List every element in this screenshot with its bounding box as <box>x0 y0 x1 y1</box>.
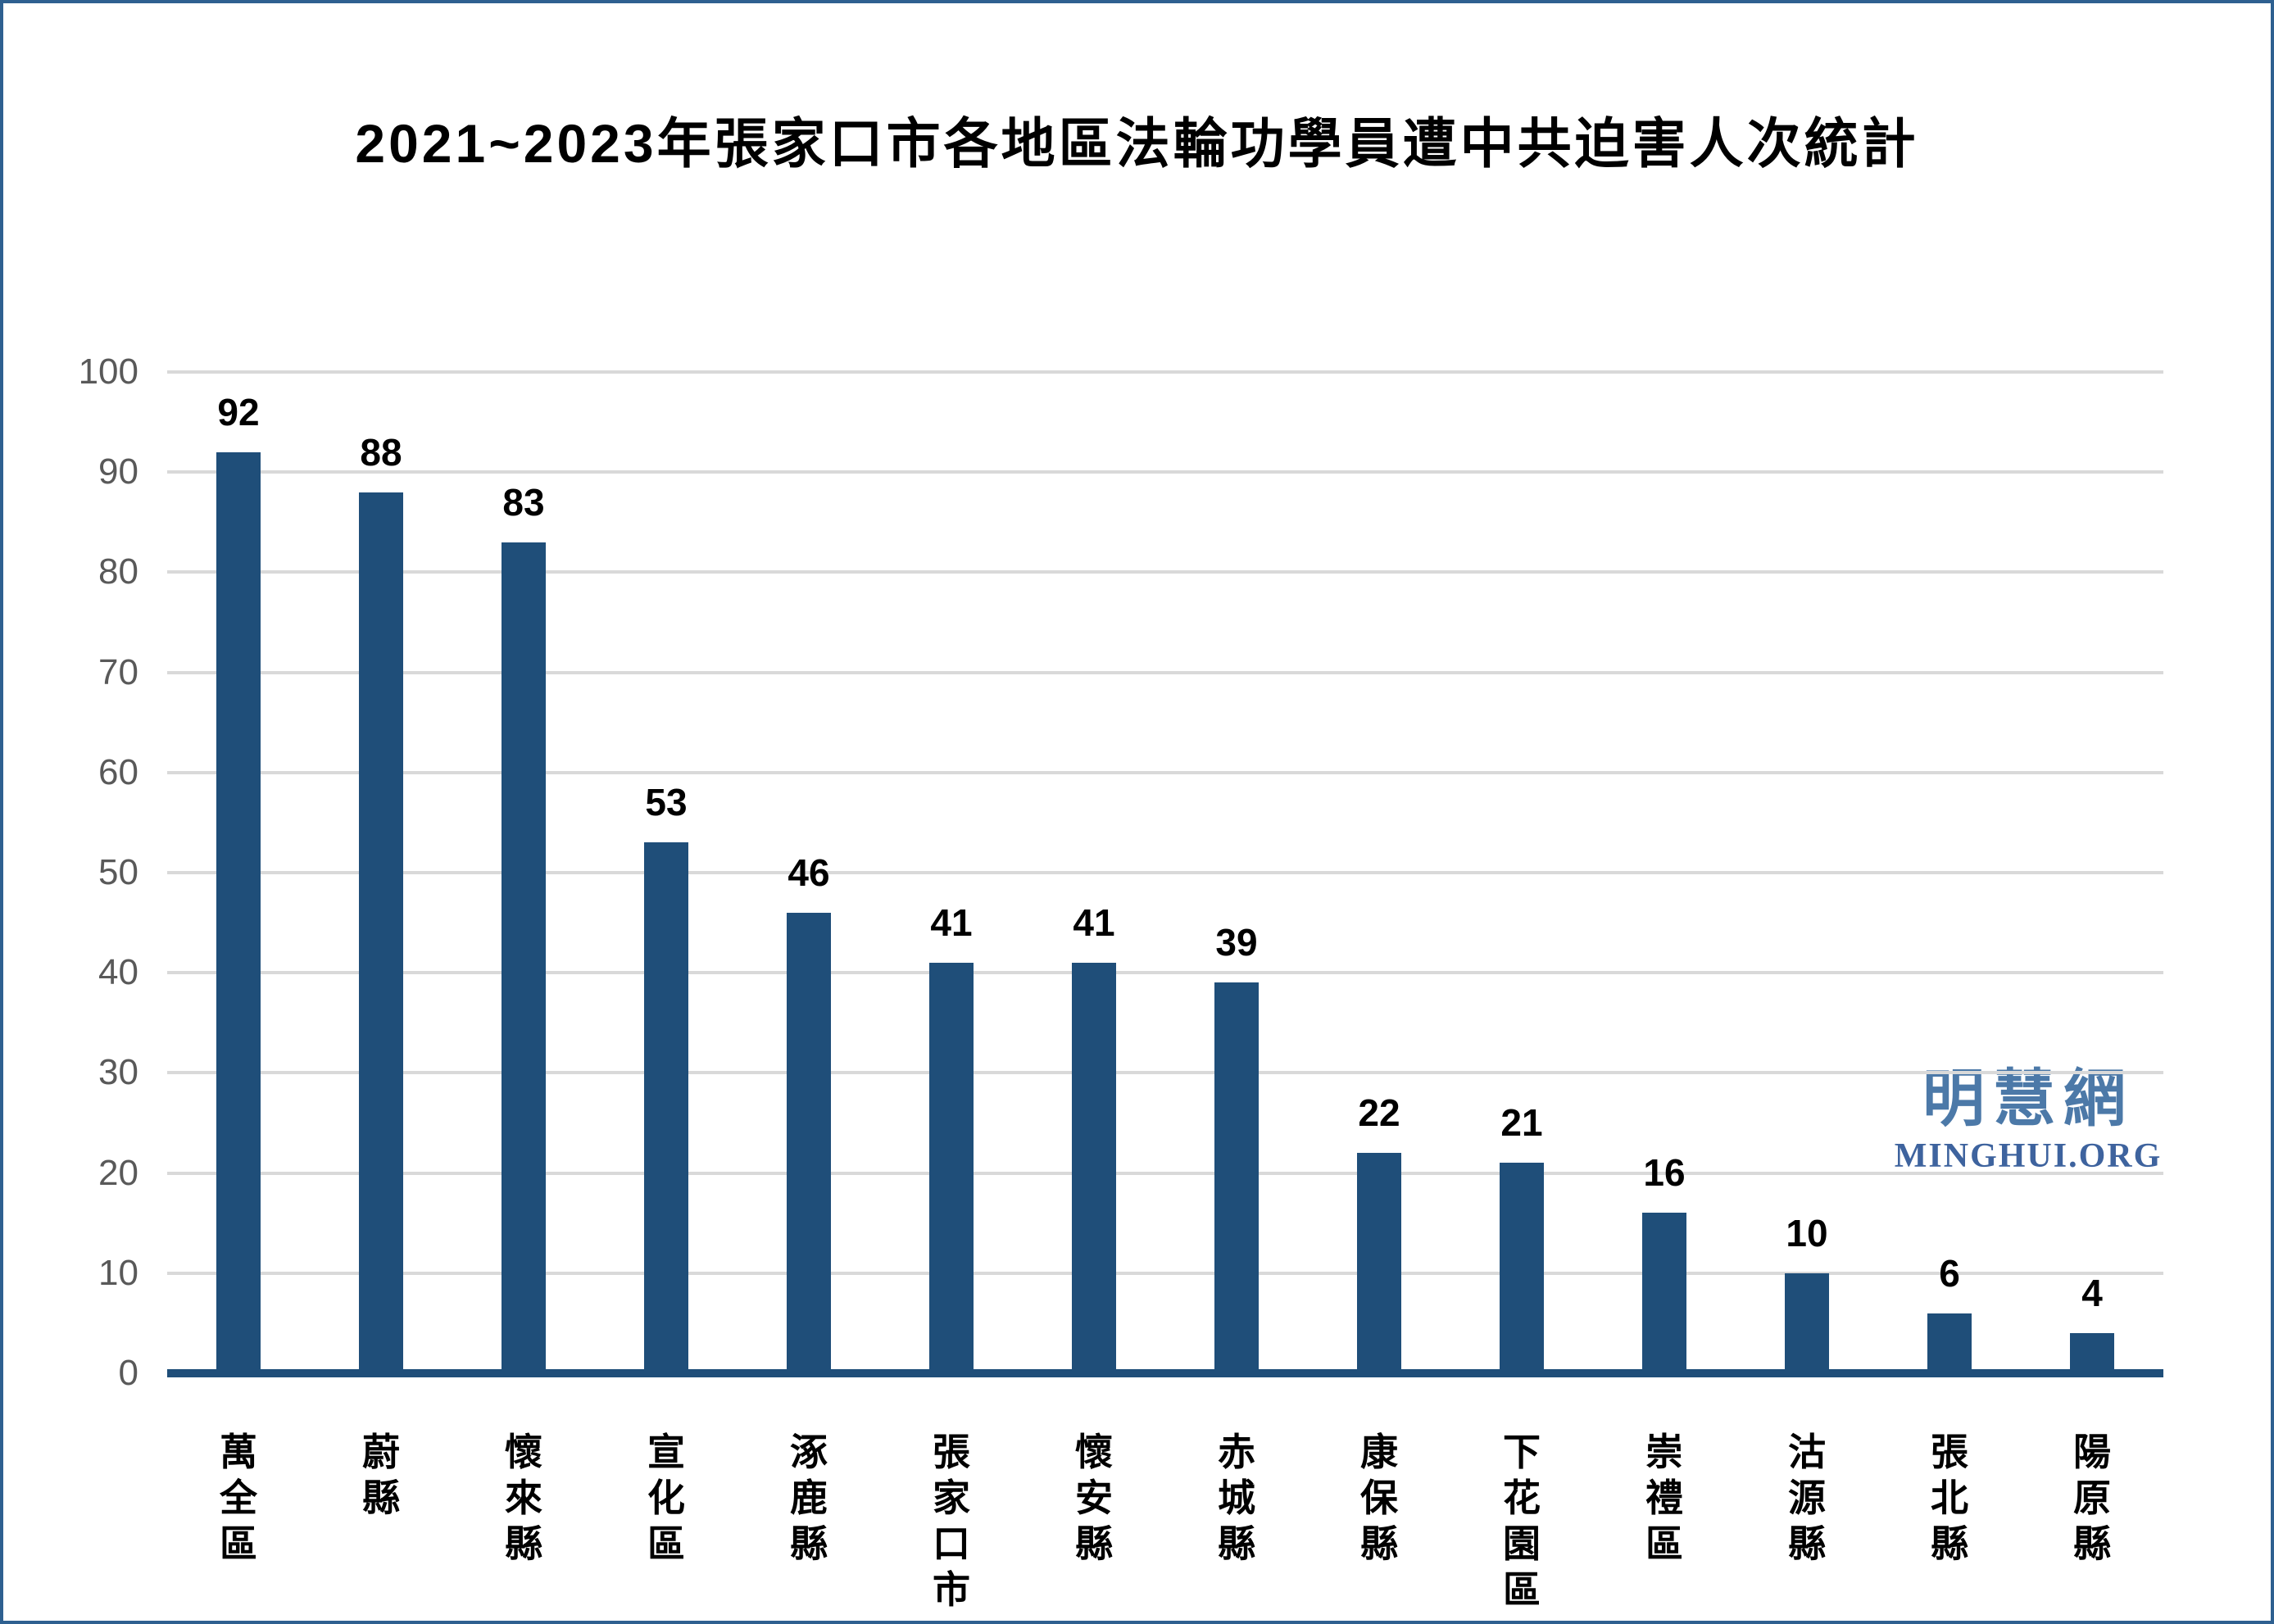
y-axis-tick-100: 100 <box>78 352 138 392</box>
bar-value-label: 41 <box>1073 901 1115 944</box>
y-axis-tick-40: 40 <box>98 952 138 993</box>
y-axis-tick-70: 70 <box>98 651 138 692</box>
gridline-40 <box>167 971 2163 975</box>
gridline-60 <box>167 770 2163 774</box>
gridline-30 <box>167 1071 2163 1075</box>
bar-下花園區 <box>1500 1163 1544 1373</box>
bar-崇禮區 <box>1642 1213 1686 1373</box>
y-axis-tick-50: 50 <box>98 852 138 892</box>
bar-宣化區 <box>644 842 688 1373</box>
minghui-watermark-url: MINGHUI.ORG <box>1894 1137 2163 1175</box>
bar-value-label: 88 <box>360 431 402 474</box>
x-axis-category-label: 赤 城 縣 <box>1218 1431 1255 1565</box>
y-axis-tick-10: 10 <box>98 1252 138 1293</box>
y-axis-tick-20: 20 <box>98 1152 138 1193</box>
gridline-70 <box>167 670 2163 674</box>
bar-value-label: 83 <box>502 481 545 524</box>
bar-康保縣 <box>1357 1153 1401 1373</box>
y-axis-tick-90: 90 <box>98 451 138 492</box>
x-axis-category-label: 沽 源 縣 <box>1788 1431 1826 1565</box>
bar-赤城縣 <box>1214 982 1259 1373</box>
bar-value-label: 22 <box>1358 1091 1400 1134</box>
gridline-50 <box>167 871 2163 874</box>
bar-沽源縣 <box>1785 1273 1829 1373</box>
bar-value-label: 21 <box>1500 1101 1543 1144</box>
minghui-watermark-chinese: 明慧網 <box>1922 1064 2134 1134</box>
bar-蔚縣 <box>359 492 403 1373</box>
bar-張家口市 <box>929 963 974 1373</box>
minghui-watermark: 明慧網 MINGHUI.ORG <box>1893 1064 2163 1175</box>
x-axis-category-label: 懷 來 縣 <box>505 1431 542 1565</box>
x-axis-category-label: 涿 鹿 縣 <box>790 1431 828 1565</box>
x-axis-category-label: 懷 安 縣 <box>1075 1431 1113 1565</box>
gridline-90 <box>167 470 2163 474</box>
gridline-10 <box>167 1271 2163 1275</box>
bar-陽原縣 <box>2070 1333 2114 1373</box>
x-axis-category-label: 張 家 口 市 <box>933 1431 970 1611</box>
bar-value-label: 6 <box>1939 1252 1960 1295</box>
bar-value-label: 53 <box>645 781 688 823</box>
bar-涿鹿縣 <box>787 913 831 1373</box>
x-axis-category-label: 崇 禮 區 <box>1645 1431 1683 1565</box>
x-axis-category-label: 下 花 園 區 <box>1503 1431 1541 1611</box>
y-axis-tick-80: 80 <box>98 551 138 592</box>
y-axis-tick-60: 60 <box>98 751 138 792</box>
bar-value-label: 41 <box>930 901 973 944</box>
bar-懷來縣 <box>502 542 546 1373</box>
bar-value-label: 16 <box>1643 1151 1686 1194</box>
x-axis-line <box>167 1369 2163 1377</box>
x-axis-category-label: 萬 全 區 <box>220 1431 257 1565</box>
bar-value-label: 92 <box>217 391 260 433</box>
x-axis-category-label: 康 保 縣 <box>1360 1431 1398 1565</box>
gridline-80 <box>167 570 2163 574</box>
bar-value-label: 39 <box>1215 921 1258 964</box>
x-axis-category-label: 蔚 縣 <box>362 1431 400 1519</box>
chart-title: 2021~2023年張家口市各地區法輪功學員遭中共迫害人次統計 <box>355 113 1919 174</box>
y-axis-tick-30: 30 <box>98 1052 138 1093</box>
bar-value-label: 10 <box>1786 1212 1828 1254</box>
y-axis-tick-0: 0 <box>118 1353 138 1393</box>
bar-張北縣 <box>1927 1313 1972 1373</box>
bar-懷安縣 <box>1072 963 1116 1373</box>
x-axis-category-label: 張 北 縣 <box>1931 1431 1968 1565</box>
bar-value-label: 4 <box>2081 1272 2103 1314</box>
x-axis-category-label: 陽 原 縣 <box>2073 1431 2111 1565</box>
gridline-100 <box>167 370 2163 374</box>
bar-萬全區 <box>216 452 261 1373</box>
gridline-20 <box>167 1171 2163 1175</box>
x-axis-category-label: 宣 化 區 <box>647 1431 685 1565</box>
bar-value-label: 46 <box>788 851 830 894</box>
